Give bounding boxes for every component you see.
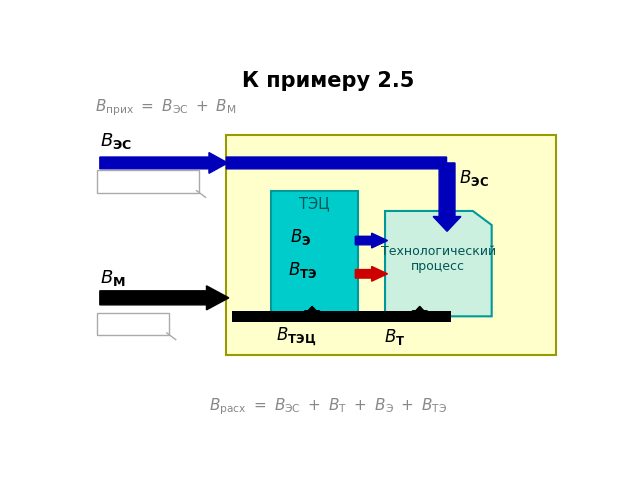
Text: $\mathbf{\it{B}}_{\mathbf{Э}}$: $\mathbf{\it{B}}_{\mathbf{Э}}$ — [290, 227, 312, 247]
Polygon shape — [385, 211, 492, 316]
Text: Мазут: Мазут — [115, 318, 152, 331]
Text: К примеру 2.5: К примеру 2.5 — [242, 71, 414, 91]
Text: $\it{B}_{\rm{прих}}\ =\ \it{B}_{\rm{ЭС}}\ +\ \it{B}_{\rm{М}}$: $\it{B}_{\rm{прих}}\ =\ \it{B}_{\rm{ЭС}}… — [95, 97, 236, 118]
FancyBboxPatch shape — [227, 135, 556, 355]
Text: $\mathbf{\it{B}}_{\mathbf{ЭС}}$: $\mathbf{\it{B}}_{\mathbf{ЭС}}$ — [100, 131, 132, 151]
FancyArrow shape — [355, 233, 388, 248]
Text: $\mathbf{\it{B}}_{\mathbf{ЭС}}$: $\mathbf{\it{B}}_{\mathbf{ЭС}}$ — [460, 168, 490, 188]
FancyArrow shape — [100, 286, 229, 310]
FancyArrow shape — [407, 306, 433, 320]
FancyBboxPatch shape — [232, 311, 451, 322]
Text: ТЭЦ: ТЭЦ — [299, 196, 330, 211]
FancyBboxPatch shape — [97, 170, 199, 192]
Text: $\mathbf{\it{B}}_{\mathbf{ТЭЦ}}$: $\mathbf{\it{B}}_{\mathbf{ТЭЦ}}$ — [276, 325, 316, 348]
FancyArrow shape — [433, 163, 461, 231]
FancyArrow shape — [227, 157, 447, 169]
Text: $\mathbf{\it{B}}_{\mathbf{ТЭ}}$: $\mathbf{\it{B}}_{\mathbf{ТЭ}}$ — [287, 260, 317, 280]
Text: $\mathbf{\it{B}}_{\mathbf{Т}}$: $\mathbf{\it{B}}_{\mathbf{Т}}$ — [384, 327, 406, 347]
FancyArrow shape — [100, 153, 228, 173]
Text: Электроэнергия: Электроэнергия — [97, 175, 199, 188]
FancyArrow shape — [355, 266, 388, 281]
FancyBboxPatch shape — [271, 191, 358, 318]
Text: $\it{B}_{\rm{расх}}\ =\ \it{B}_{\rm{ЭС}}\ +\ \it{B}_{\rm{Т}}\ +\ \it{B}_{\rm{Э}}: $\it{B}_{\rm{расх}}\ =\ \it{B}_{\rm{ЭС}}… — [209, 396, 447, 417]
FancyBboxPatch shape — [97, 313, 170, 335]
Text: Технологический
процесс: Технологический процесс — [381, 245, 495, 273]
Text: $\mathbf{\it{B}}_{\mathbf{М}}$: $\mathbf{\it{B}}_{\mathbf{М}}$ — [100, 267, 125, 288]
FancyArrow shape — [300, 306, 325, 320]
